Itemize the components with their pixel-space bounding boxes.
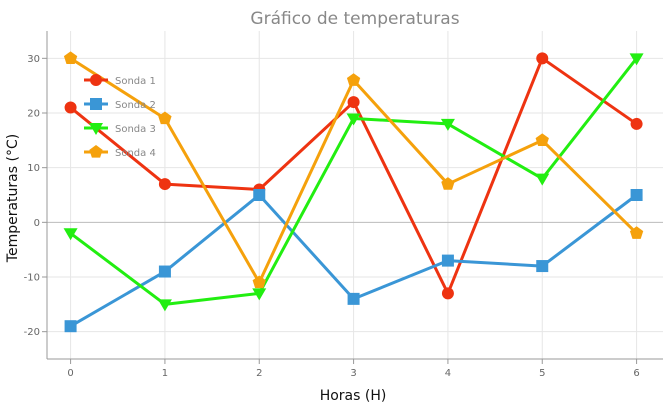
y-tick-label-1: -10 bbox=[24, 273, 40, 284]
series-3-point-4 bbox=[440, 118, 455, 131]
x-tick-label-3: 3 bbox=[350, 368, 356, 379]
y-tick-label-4: 20 bbox=[27, 109, 40, 120]
series-1-point-5 bbox=[536, 52, 549, 65]
y-tick-label-3: 10 bbox=[27, 163, 40, 174]
axes bbox=[46, 31, 663, 360]
x-tick-label-1: 1 bbox=[162, 368, 168, 379]
legend-marker-2 bbox=[90, 98, 102, 110]
series-3-point-2 bbox=[252, 288, 267, 301]
chart-title: Gráfico de temperaturas bbox=[250, 9, 459, 29]
series-3-point-1 bbox=[157, 299, 172, 312]
series-2 bbox=[64, 189, 643, 333]
series-2-point-3 bbox=[347, 292, 360, 305]
series-2-point-6 bbox=[630, 189, 643, 201]
x-tick-label-2: 2 bbox=[256, 368, 262, 379]
series-group bbox=[63, 51, 644, 333]
y-axis-ticks: -20 -10 0 10 20 30 bbox=[24, 54, 47, 338]
legend-marker-3 bbox=[89, 123, 103, 135]
series-4-point-1 bbox=[158, 111, 172, 125]
legend-label-1: Sonda 1 bbox=[115, 76, 156, 87]
series-4 bbox=[63, 51, 644, 289]
y-tick-label-5: 30 bbox=[27, 54, 40, 65]
series-2-point-0 bbox=[64, 320, 77, 333]
x-axis-ticks: 0 1 2 3 4 5 6 bbox=[67, 359, 640, 379]
y-axis-label: Temperaturas (°C) bbox=[5, 134, 21, 263]
series-3-point-3 bbox=[346, 113, 361, 126]
series-4-point-0 bbox=[63, 51, 78, 64]
series-1-point-0 bbox=[64, 101, 77, 114]
y-tick-label-2: 0 bbox=[34, 218, 40, 229]
series-3-point-0 bbox=[63, 228, 78, 241]
series-3 bbox=[63, 53, 644, 312]
series-2-point-2 bbox=[253, 189, 266, 201]
series-4-point-4 bbox=[441, 177, 455, 190]
legend-label-3: Sonda 3 bbox=[115, 124, 156, 135]
series-2-point-1 bbox=[158, 265, 171, 278]
grid-lines bbox=[47, 31, 663, 359]
series-1-point-6 bbox=[630, 117, 643, 130]
x-tick-label-5: 5 bbox=[539, 368, 545, 379]
x-axis-label: Horas (H) bbox=[320, 388, 387, 404]
series-2-point-4 bbox=[441, 254, 454, 267]
series-3-point-6 bbox=[629, 53, 644, 66]
series-4-point-5 bbox=[535, 133, 549, 146]
x-tick-label-6: 6 bbox=[633, 368, 639, 379]
series-3-point-5 bbox=[535, 173, 550, 186]
series-4-point-6 bbox=[629, 226, 644, 239]
y-tick-label-0: -20 bbox=[24, 327, 40, 338]
series-2-point-5 bbox=[536, 260, 549, 273]
series-1-point-3 bbox=[347, 96, 360, 109]
x-tick-label-0: 0 bbox=[67, 368, 73, 379]
legend: Sonda 1 Sonda 2 Sonda 3 Sonda 4 bbox=[84, 74, 156, 159]
legend-marker-4 bbox=[89, 145, 103, 158]
series-1-point-4 bbox=[441, 287, 454, 300]
series-1-point-1 bbox=[158, 178, 171, 191]
x-tick-label-4: 4 bbox=[445, 368, 451, 379]
legend-marker-1 bbox=[90, 74, 102, 86]
series-4-point-2 bbox=[252, 275, 266, 289]
series-4-point-3 bbox=[346, 73, 361, 86]
legend-label-2: Sonda 2 bbox=[115, 100, 156, 111]
legend-label-4: Sonda 4 bbox=[115, 148, 156, 159]
